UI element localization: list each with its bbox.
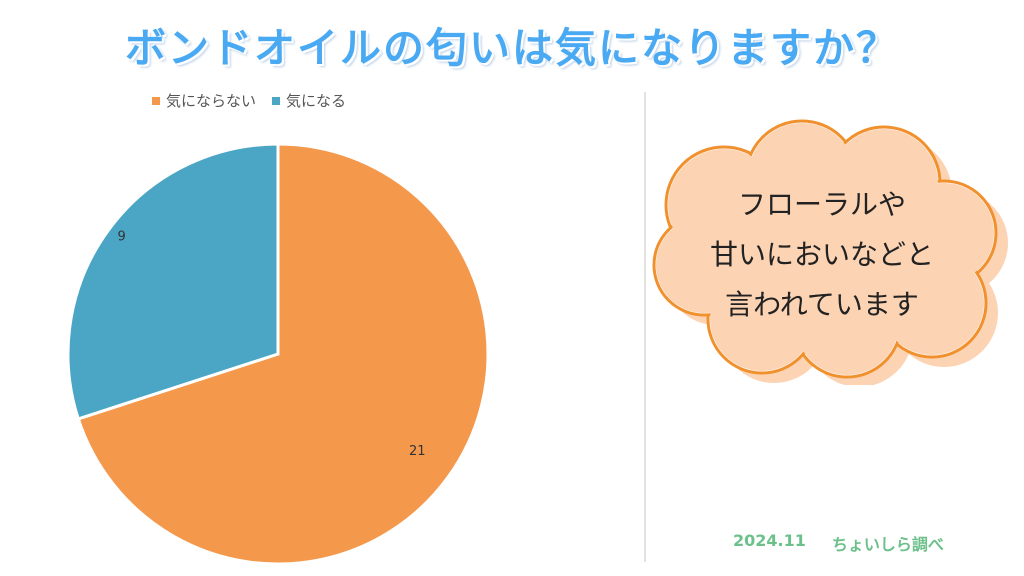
pie-data-label-0: 21: [409, 444, 426, 459]
vertical-divider: [644, 92, 646, 562]
legend-item-not-concerned: 気にならない: [152, 90, 256, 111]
legend-swatch-not-concerned: [152, 96, 160, 105]
footer-date: 2024.11: [733, 531, 806, 550]
legend-swatch-concerned: [272, 96, 281, 105]
legend-label-concerned: 気になる: [286, 92, 347, 110]
footer-source: ちょいしら調べ: [831, 535, 944, 554]
thought-bubble: [652, 119, 1008, 385]
pie-chart: 21 9: [66, 142, 490, 566]
chart-legend: 気にならない 気になる: [152, 90, 346, 111]
page-title: ボンドオイルの匂いは気になりますか？: [125, 24, 899, 72]
note-line-1: フローラルや: [737, 188, 906, 221]
pie-data-label-1: 9: [118, 229, 126, 244]
legend-label-not-concerned: 気にならない: [166, 92, 257, 110]
note-line-3: 言われています: [725, 288, 919, 321]
legend-item-concerned: 気になる: [272, 90, 346, 111]
note-line-2: 甘いにおいなどと: [709, 238, 934, 271]
footer-credit: 2024.11 ちょいしら調べ: [733, 531, 944, 555]
pie-slice-1: [66, 142, 280, 421]
note-text: フローラルや 甘いにおいなどと 言われています: [672, 180, 972, 330]
pie-slice-0: [76, 142, 490, 566]
bubble-fill: [656, 123, 994, 375]
